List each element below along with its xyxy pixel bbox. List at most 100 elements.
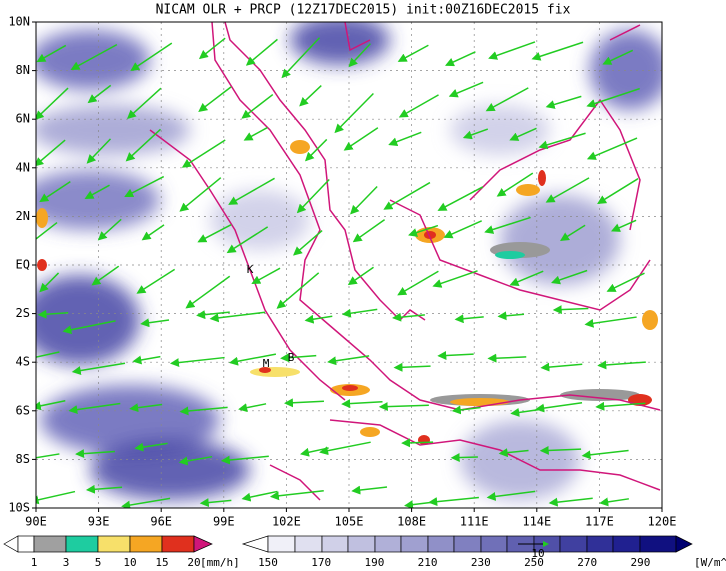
olr-ticks: 150 170 190 210 230 250 270 290 bbox=[258, 556, 650, 569]
olr-unit: [W/m^2] bbox=[694, 556, 726, 569]
wind-arrow bbox=[238, 403, 267, 413]
wind-arrow bbox=[397, 270, 439, 296]
wind-arrow bbox=[597, 178, 639, 204]
lat-label: 6S bbox=[16, 403, 30, 417]
wind-arrow bbox=[602, 49, 634, 65]
map-area: K M B bbox=[36, 22, 662, 508]
wind-arrow bbox=[181, 139, 226, 168]
wind-arrow bbox=[496, 172, 534, 197]
wind-arrow bbox=[226, 226, 269, 254]
wind-arrow bbox=[462, 128, 489, 140]
olr-colorbar bbox=[241, 535, 693, 553]
wind-arrow bbox=[245, 38, 278, 66]
wind-arrow bbox=[276, 272, 320, 309]
reference-vector-label: 10 bbox=[531, 547, 544, 560]
wind-arrow bbox=[559, 224, 586, 241]
wind-arrow bbox=[86, 138, 112, 164]
wind-arrow bbox=[71, 362, 126, 375]
wind-arrow bbox=[124, 175, 165, 198]
wind-arrow bbox=[341, 308, 378, 318]
wind-arrow bbox=[141, 224, 165, 241]
wind-arrow bbox=[538, 132, 586, 150]
wind-arrow bbox=[36, 221, 58, 240]
wind-arrow bbox=[126, 87, 162, 120]
wind-arrow bbox=[552, 305, 589, 315]
wind-arrow bbox=[350, 185, 378, 215]
precip-unit: [mm/h] bbox=[200, 556, 240, 569]
wind-arrow bbox=[484, 216, 531, 234]
wind-arrow bbox=[487, 353, 527, 363]
wind-arrow bbox=[401, 438, 434, 448]
wind-arrow bbox=[539, 445, 582, 455]
wind-arrow bbox=[432, 270, 478, 288]
wind-arrow bbox=[87, 84, 112, 104]
wind-arrow bbox=[304, 314, 333, 324]
wind-arrow bbox=[97, 218, 122, 241]
wind-arrow bbox=[36, 351, 60, 358]
olr-field bbox=[36, 22, 662, 500]
wind-arrow bbox=[509, 127, 537, 141]
wind-arrow bbox=[197, 224, 232, 243]
olr-tick-label: 250 bbox=[524, 556, 544, 569]
wind-arrow bbox=[610, 219, 637, 232]
wind-arrow bbox=[296, 178, 330, 214]
wind-arrow bbox=[388, 131, 422, 146]
wind-arrow bbox=[179, 406, 228, 416]
place-label: K bbox=[247, 263, 254, 276]
wind-arrow bbox=[229, 353, 277, 366]
wind-arrow bbox=[378, 402, 429, 412]
wind-arrow bbox=[397, 44, 429, 62]
wind-arrow bbox=[448, 81, 484, 98]
lon-label: 108E bbox=[397, 515, 426, 529]
wind-arrow bbox=[121, 497, 171, 508]
wind-arrow bbox=[36, 453, 60, 459]
wind-arrow bbox=[540, 362, 583, 372]
wind-arrow bbox=[91, 265, 120, 286]
wind-arrow bbox=[132, 355, 161, 365]
wind-arrow bbox=[36, 400, 66, 411]
wind-arrow bbox=[443, 220, 483, 239]
wind-arrow bbox=[178, 455, 213, 466]
wind-arrow bbox=[36, 490, 76, 505]
wind-arrow bbox=[351, 485, 388, 495]
wind-arrow bbox=[347, 266, 374, 286]
wind-arrow bbox=[68, 402, 121, 415]
wind-arrow bbox=[281, 37, 321, 79]
place-label: B bbox=[288, 351, 295, 364]
wind-arrow bbox=[408, 224, 439, 237]
wind-arrow bbox=[454, 314, 484, 324]
wind-arrow bbox=[535, 402, 583, 413]
wind-arrow bbox=[70, 43, 118, 70]
wind-arrow bbox=[251, 267, 281, 285]
lat-label: 10S bbox=[8, 501, 30, 515]
wind-arrow bbox=[595, 401, 646, 411]
wind-arrow bbox=[220, 455, 269, 465]
wind-arrow bbox=[392, 312, 425, 322]
wind-arrow bbox=[586, 137, 638, 160]
place-label: M bbox=[263, 357, 270, 370]
olr-tick-label: 170 bbox=[311, 556, 331, 569]
wind-arrow bbox=[584, 316, 637, 328]
wind-arrow bbox=[129, 403, 163, 413]
wind-arrow bbox=[37, 309, 69, 319]
olr-tick-label: 150 bbox=[258, 556, 278, 569]
lat-label: 2N bbox=[16, 209, 30, 223]
lon-label: 90E bbox=[25, 515, 47, 529]
wind-arrow bbox=[545, 95, 582, 109]
olr-tick-label: 290 bbox=[630, 556, 650, 569]
olr-tick-label: 210 bbox=[418, 556, 438, 569]
lat-label: EQ bbox=[16, 258, 30, 272]
wind-arrow bbox=[125, 128, 161, 162]
olr-tick-label: 190 bbox=[364, 556, 384, 569]
wind-arrow bbox=[169, 356, 225, 368]
lat-label: 2S bbox=[16, 306, 30, 320]
wind-arrow bbox=[352, 219, 386, 243]
wind-arrow bbox=[498, 448, 529, 458]
wind-arrow bbox=[85, 484, 123, 494]
olr-tick-label: 270 bbox=[577, 556, 597, 569]
precip-tick-label: 5 bbox=[95, 556, 102, 569]
wind-arrow bbox=[393, 362, 431, 372]
wind-arrow bbox=[140, 318, 170, 328]
